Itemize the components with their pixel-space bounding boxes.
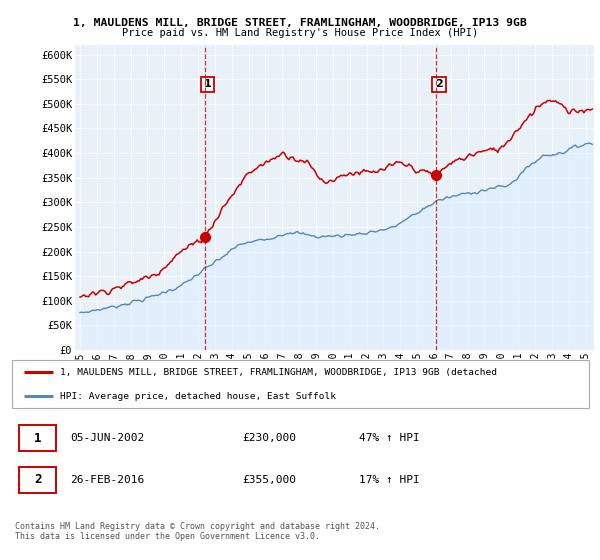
Text: £355,000: £355,000 — [242, 475, 296, 485]
Text: Contains HM Land Registry data © Crown copyright and database right 2024.
This d: Contains HM Land Registry data © Crown c… — [15, 522, 380, 542]
Text: 26-FEB-2016: 26-FEB-2016 — [70, 475, 145, 485]
Text: 2: 2 — [34, 473, 41, 486]
FancyBboxPatch shape — [12, 361, 589, 408]
Text: HPI: Average price, detached house, East Suffolk: HPI: Average price, detached house, East… — [61, 391, 337, 400]
Text: 1, MAULDENS MILL, BRIDGE STREET, FRAMLINGHAM, WOODBRIDGE, IP13 9GB (detached: 1, MAULDENS MILL, BRIDGE STREET, FRAMLIN… — [61, 368, 497, 377]
FancyBboxPatch shape — [19, 466, 56, 493]
Text: 05-JUN-2002: 05-JUN-2002 — [70, 433, 145, 443]
Text: 1: 1 — [34, 432, 41, 445]
Text: 1, MAULDENS MILL, BRIDGE STREET, FRAMLINGHAM, WOODBRIDGE, IP13 9GB: 1, MAULDENS MILL, BRIDGE STREET, FRAMLIN… — [73, 18, 527, 28]
Text: 17% ↑ HPI: 17% ↑ HPI — [359, 475, 419, 485]
Text: 2: 2 — [435, 80, 443, 90]
Text: 47% ↑ HPI: 47% ↑ HPI — [359, 433, 419, 443]
Text: £230,000: £230,000 — [242, 433, 296, 443]
Text: Price paid vs. HM Land Registry's House Price Index (HPI): Price paid vs. HM Land Registry's House … — [122, 28, 478, 38]
Text: 1: 1 — [204, 80, 212, 90]
FancyBboxPatch shape — [19, 425, 56, 451]
